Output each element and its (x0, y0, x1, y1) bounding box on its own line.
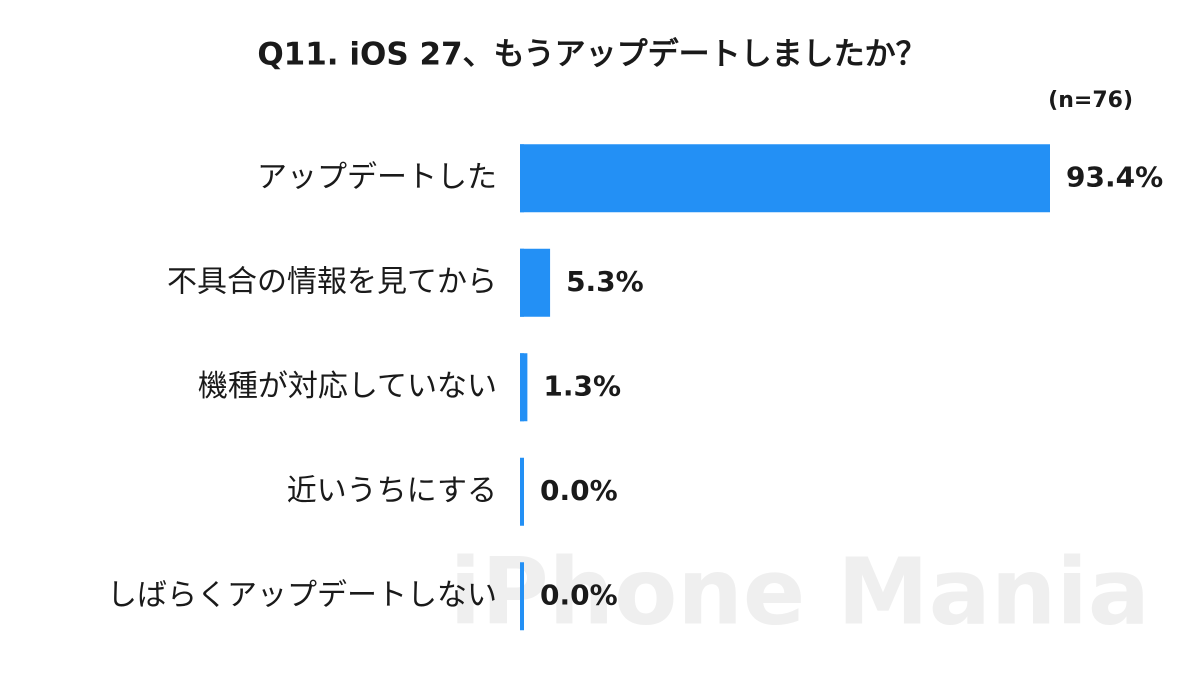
bar-base (520, 457, 524, 526)
value-label: 93.4% (1066, 160, 1163, 193)
bar (520, 248, 551, 317)
category-label: 不具合の情報を見てから (167, 264, 497, 299)
value-label: 0.0% (540, 474, 618, 507)
bar-base (520, 562, 524, 631)
value-label: 0.0% (540, 578, 618, 611)
chart-title: Q11. iOS 27、もうアップデートしましたか？ (257, 37, 926, 73)
bar (520, 144, 1050, 213)
category-label: 機種が対応していない (198, 369, 497, 404)
value-label: 5.3% (566, 265, 644, 298)
watermark: iPhone Mania (450, 538, 1150, 645)
category-label: しばらくアップデートしない (107, 578, 497, 613)
category-label: アップデートした (257, 160, 497, 195)
bar (520, 353, 528, 422)
category-label: 近いうちにする (287, 473, 497, 508)
value-label: 1.3% (543, 369, 621, 402)
sample-size: (n=76) (1048, 88, 1133, 113)
